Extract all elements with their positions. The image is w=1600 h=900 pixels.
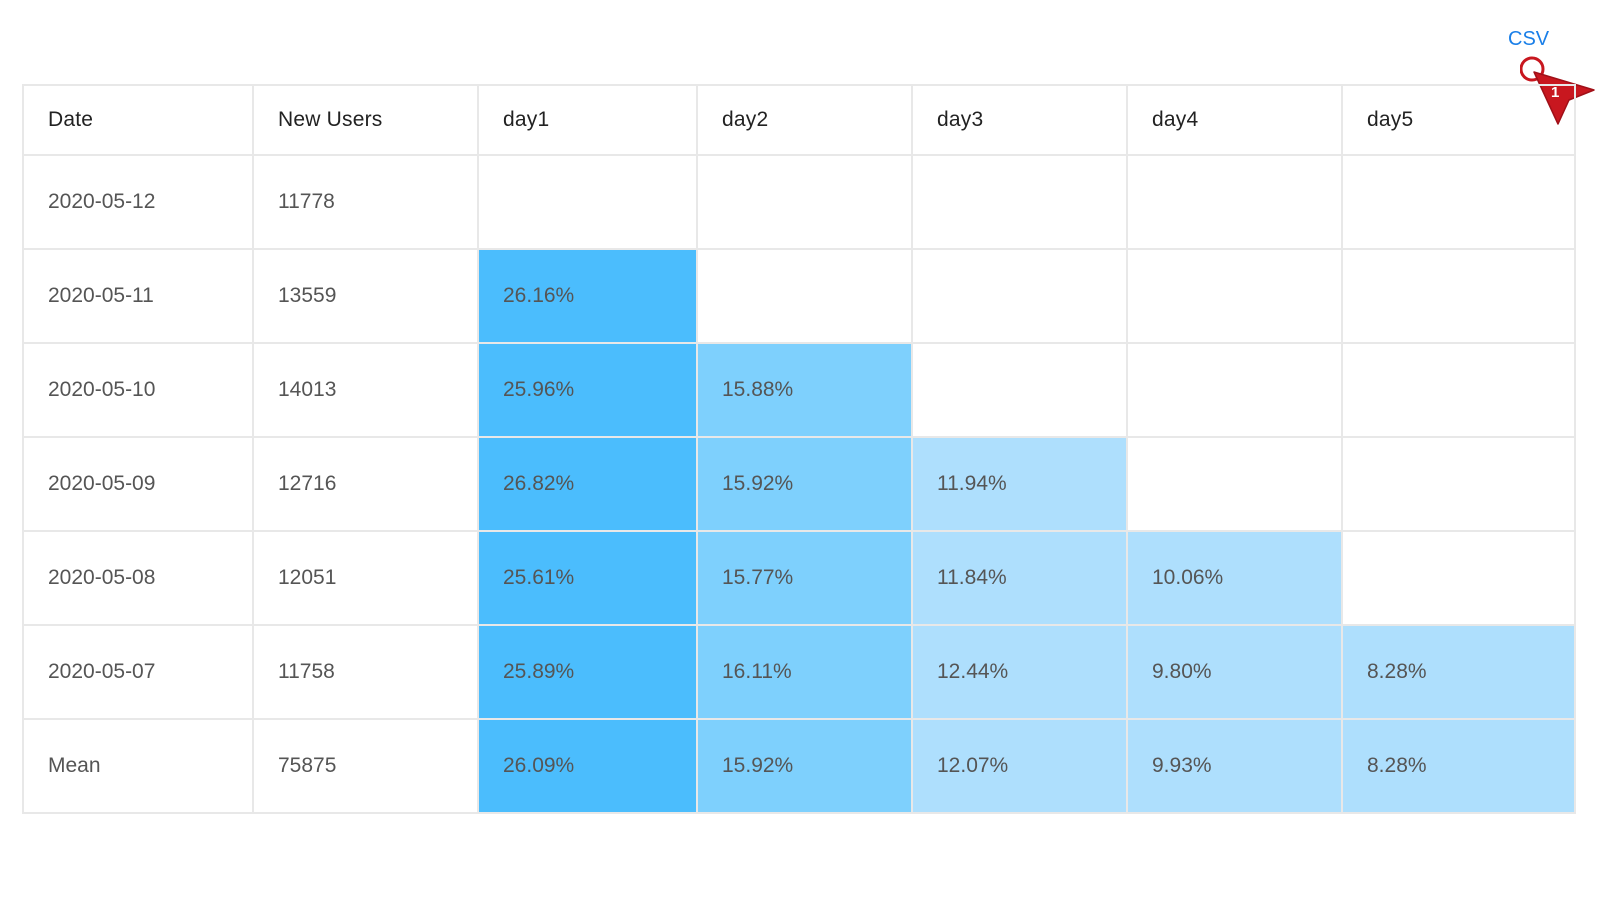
retention-cell [696, 154, 913, 250]
retention-cell [911, 342, 1128, 438]
retention-cell [1341, 248, 1576, 344]
header-new-users[interactable]: New Users [252, 84, 479, 156]
retention-cell: 9.80% [1126, 624, 1343, 720]
retention-cell [1341, 436, 1576, 532]
retention-cell: 15.92% [696, 436, 913, 532]
mean-row: Mean 75875 26.09% 15.92% 12.07% 9.93% 8.… [22, 718, 1576, 814]
date-cell: 2020-05-07 [22, 624, 254, 720]
retention-cell: 16.11% [696, 624, 913, 720]
mean-retention-cell: 9.93% [1126, 718, 1343, 814]
retention-cell [477, 154, 698, 250]
new-users-cell: 12051 [252, 530, 479, 626]
retention-cell [1126, 248, 1343, 344]
new-users-cell: 14013 [252, 342, 479, 438]
click-ring [1520, 56, 1545, 82]
date-cell: 2020-05-10 [22, 342, 254, 438]
retention-cell: 11.94% [911, 436, 1128, 532]
retention-cell [1126, 154, 1343, 250]
retention-cell: 12.44% [911, 624, 1128, 720]
date-cell: 2020-05-11 [22, 248, 254, 344]
mean-retention-cell: 12.07% [911, 718, 1128, 814]
retention-cell [1126, 436, 1343, 532]
retention-cell: 25.96% [477, 342, 698, 438]
retention-cell: 25.61% [477, 530, 698, 626]
table-row: 2020-05-07 11758 25.89% 16.11% 12.44% 9.… [22, 624, 1576, 720]
csv-export-link[interactable]: CSV [1508, 28, 1550, 50]
date-cell: 2020-05-08 [22, 530, 254, 626]
new-users-cell: 11778 [252, 154, 479, 250]
mean-label-cell: Mean [22, 718, 254, 814]
retention-cell [1341, 530, 1576, 626]
retention-table: Date New Users day1 day2 day3 day4 day5 … [22, 84, 1576, 814]
table-row: 2020-05-11 13559 26.16% [22, 248, 1576, 344]
table-row: 2020-05-10 14013 25.96% 15.88% [22, 342, 1576, 438]
date-cell: 2020-05-09 [22, 436, 254, 532]
header-day4[interactable]: day4 [1126, 84, 1343, 156]
table-row: 2020-05-08 12051 25.61% 15.77% 11.84% 10… [22, 530, 1576, 626]
mean-retention-cell: 26.09% [477, 718, 698, 814]
retention-cell: 15.77% [696, 530, 913, 626]
new-users-cell: 11758 [252, 624, 479, 720]
header-day3[interactable]: day3 [911, 84, 1128, 156]
header-day2[interactable]: day2 [696, 84, 913, 156]
new-users-cell: 13559 [252, 248, 479, 344]
header-date[interactable]: Date [22, 84, 254, 156]
retention-cell: 8.28% [1341, 624, 1576, 720]
retention-cell: 26.82% [477, 436, 698, 532]
date-cell: 2020-05-12 [22, 154, 254, 250]
retention-cell: 11.84% [911, 530, 1128, 626]
retention-cell [1341, 342, 1576, 438]
mean-retention-cell: 8.28% [1341, 718, 1576, 814]
new-users-total-cell: 75875 [252, 718, 479, 814]
retention-cell [1126, 342, 1343, 438]
header-row: Date New Users day1 day2 day3 day4 day5 [22, 84, 1576, 156]
retention-cell: 25.89% [477, 624, 698, 720]
retention-cell: 26.16% [477, 248, 698, 344]
retention-cell: 10.06% [1126, 530, 1343, 626]
retention-cell: 15.88% [696, 342, 913, 438]
header-day1[interactable]: day1 [477, 84, 698, 156]
new-users-cell: 12716 [252, 436, 479, 532]
header-day5[interactable]: day5 [1341, 84, 1576, 156]
retention-cell [1341, 154, 1576, 250]
mean-retention-cell: 15.92% [696, 718, 913, 814]
table-row: 2020-05-12 11778 [22, 154, 1576, 250]
retention-cell [696, 248, 913, 344]
table-row: 2020-05-09 12716 26.82% 15.92% 11.94% [22, 436, 1576, 532]
retention-cell [911, 248, 1128, 344]
retention-cell [911, 154, 1128, 250]
